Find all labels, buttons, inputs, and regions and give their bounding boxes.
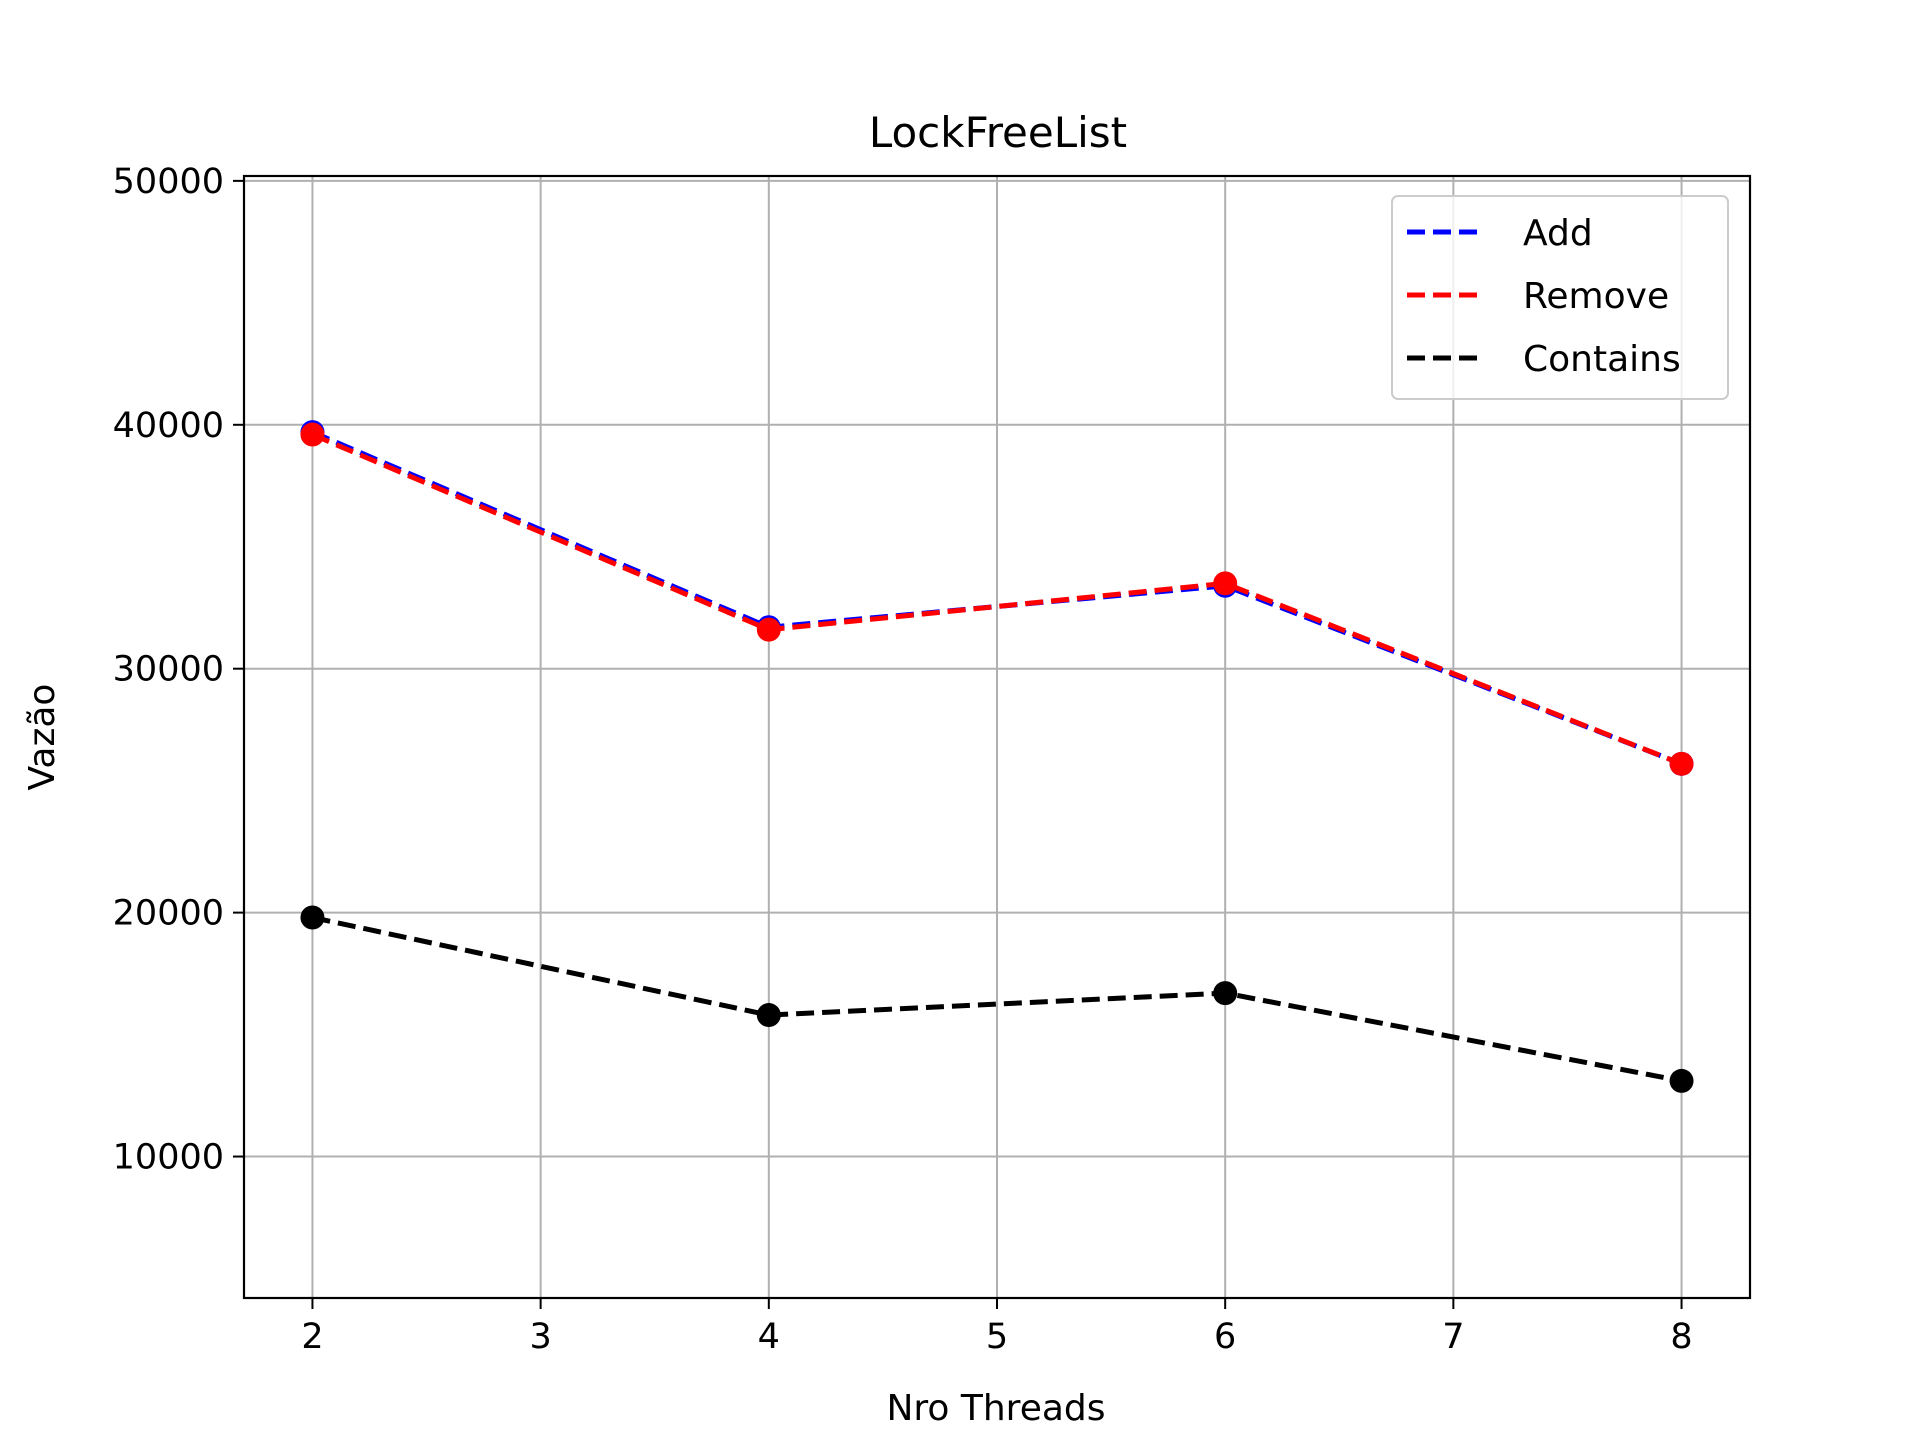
data-point-remove <box>1213 571 1238 596</box>
x-tick-label: 4 <box>758 1317 780 1357</box>
y-tick-label: 40000 <box>113 406 224 446</box>
y-tick-label: 10000 <box>113 1138 224 1178</box>
data-point-remove <box>756 617 781 642</box>
data-point-contains <box>300 905 325 930</box>
x-tick-label: 3 <box>529 1317 551 1357</box>
data-point-contains <box>1213 981 1238 1006</box>
x-tick-label: 2 <box>301 1317 323 1357</box>
y-axis-title: Vazão <box>22 684 63 791</box>
x-axis-title: Nro Threads <box>886 1388 1105 1429</box>
legend-box <box>1391 195 1729 400</box>
legend-label-contains: Contains <box>1523 339 1681 380</box>
data-point-contains <box>1669 1068 1694 1093</box>
chart-title: LockFreeList <box>869 108 1127 157</box>
x-tick-label: 6 <box>1214 1317 1236 1357</box>
series-remove <box>300 422 1694 776</box>
y-tick-label: 50000 <box>113 162 224 202</box>
x-tick-label: 5 <box>986 1317 1008 1357</box>
data-point-remove <box>1669 751 1694 776</box>
legend-label-add: Add <box>1523 213 1593 254</box>
y-tick-label: 30000 <box>113 650 224 690</box>
axis-ticks: 2 3 4 5 6 7 8 10000 20000 30000 40000 50000 <box>113 162 1693 1357</box>
series-line-contains <box>311 915 1683 1084</box>
series-contains <box>300 905 1694 1093</box>
data-point-contains <box>756 1003 781 1028</box>
y-tick-label: 20000 <box>113 894 224 934</box>
data-point-remove <box>300 422 325 447</box>
x-tick-label: 7 <box>1442 1317 1464 1357</box>
series-layer <box>300 420 1694 1093</box>
series-line-remove <box>311 432 1683 767</box>
legend: Add Remove Contains <box>1391 195 1729 400</box>
grid-lines <box>244 176 1750 1298</box>
legend-label-remove: Remove <box>1523 276 1669 317</box>
x-tick-label: 8 <box>1670 1317 1692 1357</box>
